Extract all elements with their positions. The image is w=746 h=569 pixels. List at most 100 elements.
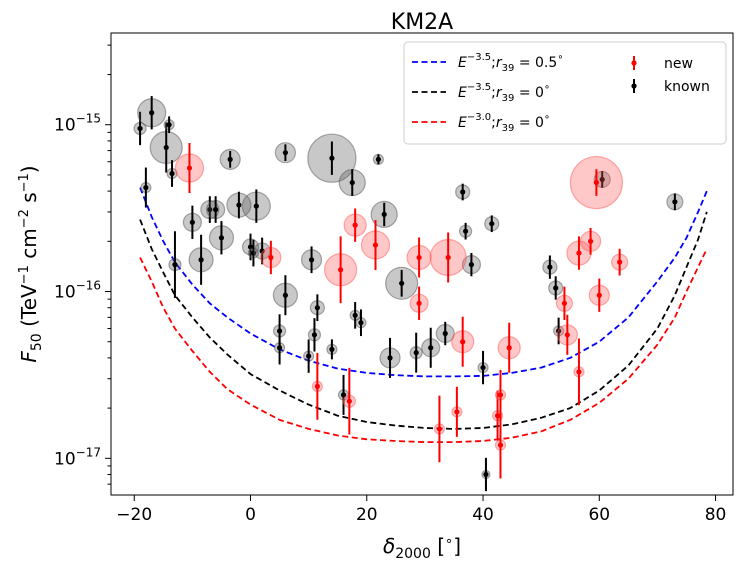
new-source-marker	[372, 242, 379, 248]
x-tick-label: 20	[356, 505, 378, 525]
new-source-17	[555, 286, 574, 320]
sensitivity-curves	[139, 187, 708, 444]
new-source-20	[573, 338, 585, 406]
y-tick-label: 10−15	[54, 112, 101, 136]
known-source-0	[133, 111, 147, 146]
known-source-marker	[198, 257, 204, 263]
known-source-29	[338, 168, 366, 197]
known-source-marker	[460, 189, 466, 195]
x-tick-label: 80	[705, 505, 727, 525]
known-source-marker	[306, 353, 312, 359]
y-axis: 10−17 10−16 10−15	[54, 44, 111, 485]
known-source-marker	[547, 264, 553, 270]
known-source-marker	[375, 156, 382, 162]
new-source-24	[611, 248, 629, 276]
sensitivity-curve-1	[139, 211, 708, 430]
known-source-41	[461, 252, 482, 277]
known-source-35	[385, 266, 419, 300]
known-source-22	[303, 339, 315, 373]
known-source-25	[309, 294, 325, 322]
new-source-marker	[587, 238, 594, 244]
known-source-marker	[553, 285, 559, 291]
legend-label-known: known	[664, 79, 710, 95]
new-source-9	[433, 395, 446, 463]
known-source-marker	[308, 257, 315, 263]
known-source-marker	[462, 228, 469, 234]
known-source-marker	[172, 262, 178, 268]
data-points	[133, 96, 684, 492]
new-source-marker	[617, 259, 623, 265]
known-source-43	[481, 457, 491, 492]
known-source-marker	[207, 206, 213, 213]
x-tick-label: 0	[245, 505, 256, 525]
new-source-marker	[346, 398, 352, 404]
known-source-46	[548, 276, 564, 300]
known-source-marker	[149, 110, 155, 116]
known-source-7	[182, 205, 202, 239]
legend-box	[403, 41, 727, 145]
known-source-marker	[329, 155, 335, 161]
known-source-27	[326, 339, 338, 360]
new-source-0	[174, 143, 205, 194]
known-source-marker	[189, 219, 195, 225]
sensitivity-curve-0	[139, 187, 708, 378]
new-source-6	[360, 220, 391, 271]
y-tick-label: 10−16	[54, 279, 101, 303]
known-source-40	[458, 222, 473, 240]
known-source-3	[149, 122, 183, 173]
known-source-marker	[143, 184, 149, 191]
x-axis-title: δ2000 [∘]	[383, 534, 461, 562]
known-source-marker	[352, 312, 358, 318]
known-source-marker	[253, 203, 259, 209]
known-source-marker	[349, 179, 355, 186]
new-source-14	[494, 369, 507, 420]
new-source-23	[588, 278, 610, 312]
new-source-5	[343, 208, 367, 242]
known-source-36	[409, 332, 423, 373]
known-source-marker	[489, 221, 495, 227]
new-source-4	[342, 367, 356, 435]
known-source-marker	[163, 144, 169, 151]
new-source-marker	[338, 267, 344, 273]
known-source-49	[666, 193, 684, 211]
known-source-33	[370, 200, 398, 228]
new-source-marker	[460, 339, 466, 345]
new-source-8	[409, 286, 429, 320]
known-source-21	[272, 275, 298, 316]
known-source-marker	[358, 320, 364, 326]
new-source-22	[569, 155, 623, 210]
new-source-marker	[416, 254, 422, 261]
legend-marker-known	[631, 83, 637, 89]
known-source-marker	[276, 345, 283, 351]
new-source-marker	[576, 250, 582, 256]
known-source-marker	[137, 125, 143, 132]
chart-title: KM2A	[391, 10, 453, 35]
new-source-marker	[497, 392, 504, 398]
new-source-marker	[454, 409, 460, 415]
x-axis: −20 0 20 40 60 80	[116, 495, 726, 525]
new-source-marker	[352, 222, 358, 228]
known-source-marker	[311, 332, 318, 338]
known-source-4	[163, 116, 175, 134]
known-source-8	[188, 234, 214, 285]
new-source-marker	[497, 442, 504, 448]
known-source-marker	[428, 345, 434, 351]
new-source-15	[494, 411, 507, 479]
legend-label-sens_red: E−3.0;r39 = 0∘	[458, 112, 550, 134]
known-source-45	[542, 255, 558, 279]
new-source-marker	[445, 254, 451, 261]
new-source-marker	[506, 345, 512, 351]
x-tick-label: −20	[116, 505, 152, 525]
legend-label-sens_black: E−3.5;r39 = 0∘	[458, 82, 550, 104]
known-source-marker	[282, 292, 288, 298]
known-source-marker	[480, 364, 486, 371]
new-source-marker	[416, 300, 422, 306]
known-source-12	[219, 148, 241, 170]
known-source-31	[355, 309, 367, 337]
new-source-marker	[494, 413, 501, 419]
known-source-2	[137, 96, 167, 130]
known-source-28	[337, 374, 350, 415]
new-source-marker	[314, 383, 320, 389]
known-source-marker	[236, 202, 242, 208]
known-source-marker	[399, 280, 405, 286]
